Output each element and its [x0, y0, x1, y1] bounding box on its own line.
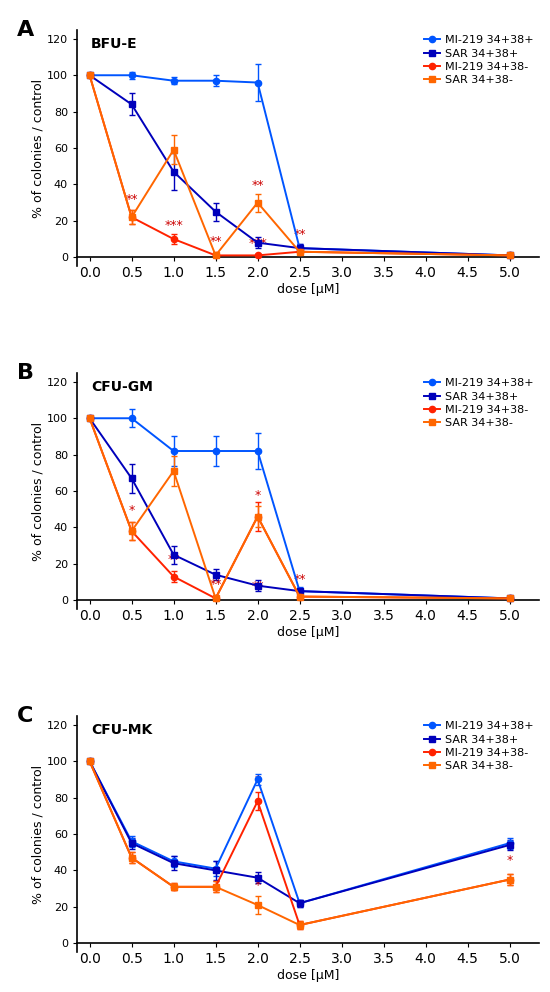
Y-axis label: % of colonies / control: % of colonies / control — [31, 422, 44, 560]
Text: **: ** — [293, 572, 306, 585]
Text: A: A — [17, 20, 34, 41]
Text: **: ** — [251, 580, 264, 593]
Y-axis label: % of colonies / control: % of colonies / control — [31, 78, 44, 217]
Text: *: * — [507, 854, 513, 867]
Text: **: ** — [210, 578, 222, 591]
X-axis label: dose [μM]: dose [μM] — [277, 283, 339, 296]
Text: ***: *** — [248, 237, 267, 250]
Text: CFU-GM: CFU-GM — [91, 380, 153, 394]
X-axis label: dose [μM]: dose [μM] — [277, 626, 339, 639]
Text: C: C — [17, 706, 34, 726]
Text: *: * — [296, 901, 303, 914]
Text: CFU-MK: CFU-MK — [91, 723, 152, 737]
Text: **: ** — [125, 193, 138, 206]
Text: **: ** — [167, 553, 180, 565]
Legend: MI-219 34+38+, SAR 34+38+, MI-219 34+38-, SAR 34+38-: MI-219 34+38+, SAR 34+38+, MI-219 34+38-… — [424, 378, 534, 429]
Text: *: * — [255, 879, 261, 892]
Text: ***: *** — [164, 219, 183, 232]
Text: *: * — [255, 489, 261, 502]
Text: **: ** — [251, 179, 264, 191]
Text: *: * — [255, 774, 261, 787]
Text: B: B — [17, 363, 34, 383]
Legend: MI-219 34+38+, SAR 34+38+, MI-219 34+38-, SAR 34+38-: MI-219 34+38+, SAR 34+38+, MI-219 34+38-… — [424, 36, 534, 85]
Text: **: ** — [293, 228, 306, 241]
Text: **: ** — [210, 235, 222, 248]
X-axis label: dose [μM]: dose [μM] — [277, 969, 339, 982]
Legend: MI-219 34+38+, SAR 34+38+, MI-219 34+38-, SAR 34+38-: MI-219 34+38+, SAR 34+38+, MI-219 34+38-… — [424, 721, 534, 772]
Text: BFU-E: BFU-E — [91, 37, 138, 51]
Text: *: * — [129, 504, 135, 517]
Y-axis label: % of colonies / control: % of colonies / control — [31, 765, 44, 904]
